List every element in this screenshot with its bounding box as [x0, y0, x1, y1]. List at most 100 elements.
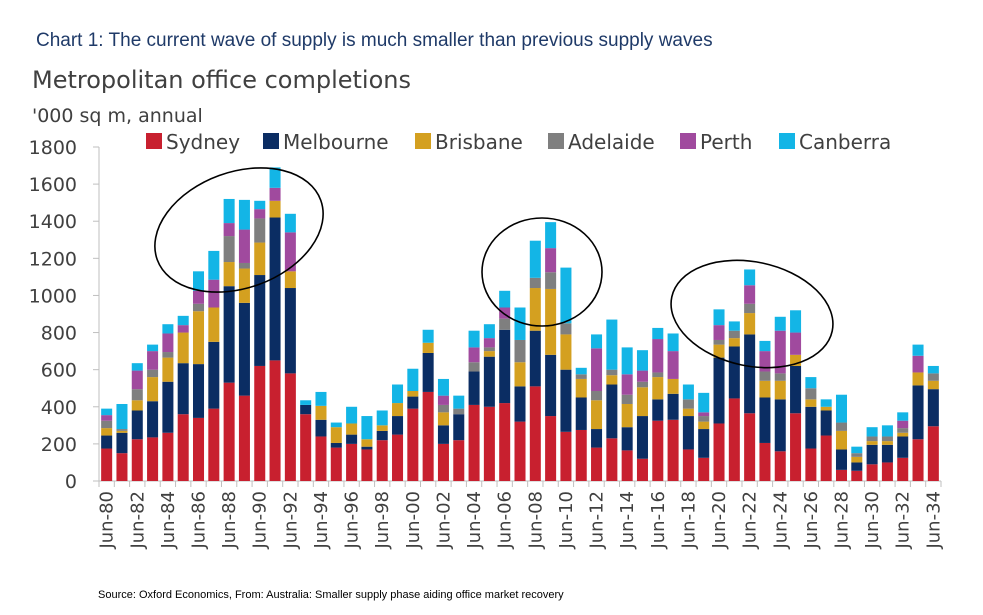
- bar-segment-adelaide: [162, 352, 174, 358]
- bar-segment-brisbane: [177, 332, 189, 364]
- bar-segment-melbourne: [101, 435, 113, 449]
- bar-segment-brisbane: [698, 421, 710, 430]
- bar-segment-perth: [162, 333, 174, 353]
- y-tick-label: 800: [41, 323, 77, 345]
- bar-segment-canberra: [468, 330, 480, 348]
- bar-segment-canberra: [101, 408, 113, 416]
- y-axis: 0 200 400 600 800 1000 1200 1400 1600 1800: [29, 137, 100, 493]
- stacked-bar-chart: 0 200 400 600 800 1000 1200 1400 1600 1800 Jun-80…: [29, 130, 945, 550]
- bar-segment-brisbane: [621, 403, 633, 428]
- bar-segment-brisbane: [529, 288, 541, 331]
- bar-segment-brisbane: [361, 439, 373, 447]
- bar-segment-brisbane: [912, 372, 924, 386]
- bar-segment-canberra: [422, 329, 434, 343]
- bar-segment-sydney: [881, 462, 893, 481]
- bar-segment-sydney: [759, 442, 771, 481]
- bar-segment-sydney: [820, 435, 832, 481]
- y-tick-label: 0: [65, 471, 77, 493]
- bar-segment-brisbane: [407, 391, 419, 397]
- bar-segment-sydney: [131, 439, 143, 481]
- x-tick-label: Jun-06: [495, 491, 516, 550]
- bar-segment-adelaide: [835, 422, 848, 431]
- bar-segment-adelaide: [927, 373, 939, 381]
- bar-segment-canberra: [667, 333, 679, 352]
- bar-segment-sydney: [453, 440, 465, 481]
- legend-swatch: [680, 133, 696, 149]
- bar-segment-perth: [652, 339, 664, 373]
- bar-segment-adelaide: [805, 388, 817, 400]
- bar-segment-melbourne: [744, 334, 756, 414]
- bar-segment-canberra: [529, 240, 541, 278]
- bar-segment-sydney: [315, 436, 327, 481]
- wave-annotations: [154, 167, 834, 369]
- bar-segment-brisbane: [805, 399, 817, 407]
- bar-segment-canberra: [407, 368, 419, 392]
- bar-segment-sydney: [437, 443, 449, 481]
- bar-segment-adelaide: [606, 369, 618, 376]
- bar-segment-melbourne: [131, 410, 143, 440]
- bar-segment-brisbane: [713, 344, 725, 358]
- bar-segment-canberra: [835, 394, 848, 423]
- bar-segment-melbourne: [116, 432, 128, 454]
- bar-segment-brisbane: [483, 351, 495, 357]
- bar-segment-adelaide: [636, 381, 648, 388]
- bar-segment-melbourne: [912, 385, 924, 440]
- bar-segment-canberra: [591, 334, 603, 349]
- bar-segment-brisbane: [820, 406, 832, 411]
- bar-segment-perth: [483, 338, 495, 348]
- bar-segment-canberra: [392, 384, 404, 404]
- bar-segment-sydney: [483, 406, 495, 481]
- bar-segment-sydney: [728, 398, 740, 481]
- bar-segment-sydney: [636, 458, 648, 481]
- bar-segment-melbourne: [606, 384, 618, 439]
- bar-segment-canberra: [330, 422, 342, 428]
- bar-segment-canberra: [912, 344, 924, 356]
- bar-segment-melbourne: [422, 352, 434, 392]
- bar-segment-adelaide: [744, 303, 756, 314]
- bar-segment-canberra: [483, 324, 495, 339]
- y-axis-unit-label: '000 sq m, annual: [32, 105, 203, 127]
- bar-segment-melbourne: [361, 446, 373, 450]
- bar-segment-perth: [269, 187, 281, 201]
- bar-segment-canberra: [300, 400, 312, 405]
- x-tick-label: Jun-96: [342, 491, 363, 550]
- bar-segment-canberra: [116, 403, 128, 430]
- bar-segment-canberra: [759, 340, 771, 352]
- bar-segment-brisbane: [682, 408, 694, 417]
- bar-segment-canberra: [698, 392, 710, 413]
- bar-segment-melbourne: [468, 371, 480, 405]
- legend-label: Canberra: [799, 130, 891, 154]
- bar-segment-canberra: [881, 425, 893, 437]
- bar-segment-brisbane: [575, 378, 587, 398]
- bar-segment-canberra: [147, 344, 159, 352]
- bar-segment-sydney: [529, 386, 541, 481]
- bar-segment-adelaide: [652, 372, 664, 378]
- legend-label: Perth: [700, 130, 752, 154]
- x-tick-label: Jun-16: [648, 491, 669, 550]
- y-tick-label: 1400: [29, 211, 77, 233]
- bar-segment-brisbane: [254, 242, 266, 276]
- bar-segment-melbourne: [545, 354, 557, 417]
- bar-segment-melbourne: [162, 381, 174, 433]
- bar-segment-perth: [468, 347, 480, 363]
- bar-segment-melbourne: [759, 397, 771, 443]
- bar-segment-canberra: [545, 222, 557, 249]
- x-tick-label: Jun-04: [464, 491, 485, 550]
- bar-segment-adelaide: [851, 453, 863, 457]
- bar-segment-adelaide: [621, 394, 633, 404]
- x-tick-label: Jun-22: [740, 491, 761, 550]
- bar-segment-melbourne: [453, 414, 465, 441]
- bar-segment-adelaide: [529, 277, 541, 289]
- bar-segment-brisbane: [208, 307, 220, 342]
- bar-segment-perth: [713, 325, 725, 340]
- bar-segment-perth: [897, 420, 909, 429]
- bar-segment-canberra: [820, 399, 832, 407]
- bar-segment-perth: [912, 355, 924, 373]
- bar-segment-melbourne: [851, 462, 863, 471]
- x-tick-label: Jun-30: [862, 491, 883, 550]
- bars: [101, 167, 939, 481]
- bar-segment-sydney: [698, 457, 710, 481]
- bar-segment-brisbane: [744, 313, 756, 335]
- legend-label: Adelaide: [568, 130, 655, 154]
- bar-segment-brisbane: [437, 412, 449, 426]
